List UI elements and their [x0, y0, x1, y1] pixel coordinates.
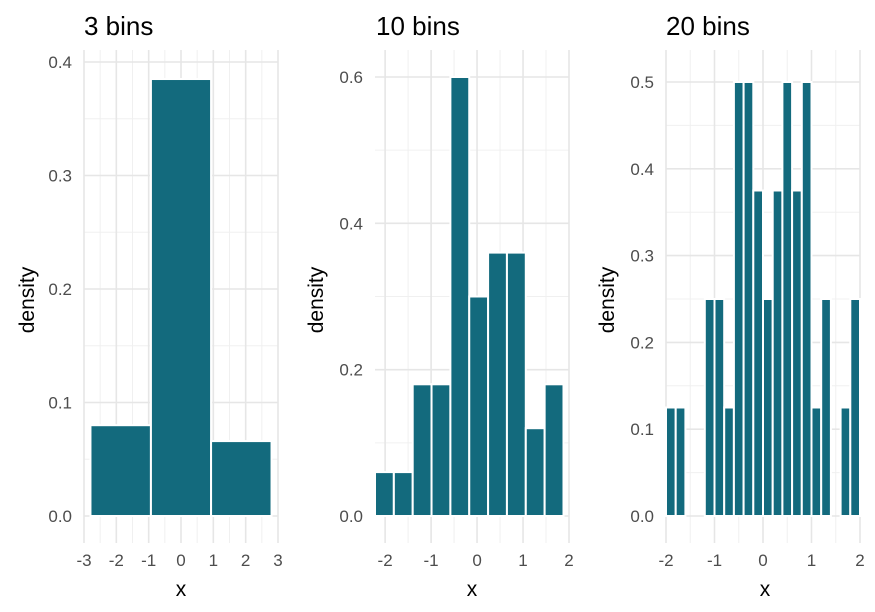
y-tick-label: 0.2: [339, 361, 363, 380]
y-axis-label: density: [16, 266, 39, 333]
y-tick-label: 0.1: [48, 394, 72, 413]
histogram-bar: [449, 76, 471, 517]
histogram-bar: [487, 251, 508, 517]
y-tick-label: 0.3: [630, 247, 654, 266]
histogram-bar: [665, 406, 677, 517]
x-axis-label: x: [176, 578, 187, 601]
histogram-bar: [430, 383, 452, 517]
bars: [89, 78, 273, 518]
x-tick-label: -1: [707, 551, 722, 570]
histogram-bar: [771, 189, 784, 517]
histogram-bar: [849, 298, 861, 517]
y-tick-label: 0.2: [48, 280, 72, 299]
y-tick-label: 0.2: [630, 333, 654, 352]
x-axis-label: x: [760, 578, 771, 601]
histogram-bar: [781, 81, 794, 517]
histogram-bar: [703, 298, 716, 517]
panel-title: 20 bins: [666, 11, 750, 41]
x-tick-label: 0: [176, 551, 185, 570]
x-axis-label: x: [467, 578, 478, 601]
x-tick-label: 2: [241, 551, 250, 570]
y-tick-label: 0.0: [48, 507, 72, 526]
y-tick-label: 0.1: [630, 420, 654, 439]
histogram-bar: [839, 406, 852, 517]
x-tick-label: 0: [472, 551, 481, 570]
bars: [665, 81, 861, 517]
panel-20-bins: 20 bins density x -2 -1 0 1 2 0.0 0.1 0.2 0.3 0.4…: [596, 11, 865, 601]
y-tick-label: 0.0: [339, 507, 363, 526]
histogram-bar: [723, 406, 735, 517]
bars: [374, 76, 565, 518]
histogram-bar: [791, 189, 803, 517]
x-tick-label: -2: [109, 551, 124, 570]
x-tick-label: -1: [424, 551, 439, 570]
histogram-bar: [468, 295, 490, 517]
x-tick-label: 0: [758, 551, 767, 570]
x-tick-label: 1: [518, 551, 527, 570]
y-axis-label: density: [305, 266, 328, 333]
histogram-bar: [524, 427, 546, 518]
panel-10-bins: 10 bins density x -2 -1 0 1 2 0.0 0.2 0.4 0.6: [305, 11, 574, 601]
histogram-bar: [713, 298, 726, 517]
histogram-bar: [149, 78, 213, 518]
panel-title: 3 bins: [84, 11, 153, 41]
x-tick-label: -1: [141, 551, 156, 570]
y-tick-label: 0.3: [48, 167, 72, 186]
x-tick-label: -2: [378, 551, 393, 570]
y-tick-label: 0.4: [630, 160, 654, 179]
histogram-bar: [543, 383, 565, 517]
histogram-bar: [89, 424, 152, 518]
histogram-bar: [762, 298, 774, 517]
histogram-bar: [674, 406, 687, 517]
histogram-bar: [742, 81, 755, 517]
x-tick-label: -3: [76, 551, 91, 570]
x-tick-label: 1: [209, 551, 218, 570]
histogram-bar: [800, 81, 813, 517]
histogram-bar: [505, 251, 527, 517]
y-tick-label: 0.4: [339, 214, 363, 233]
y-tick-label: 0.4: [48, 53, 72, 72]
x-tick-label: 2: [855, 551, 864, 570]
y-tick-label: 0.5: [630, 73, 654, 92]
y-tick-label: 0.6: [339, 68, 363, 87]
x-tick-label: 3: [273, 551, 282, 570]
histogram-bar: [810, 406, 823, 517]
y-axis-label: density: [596, 266, 619, 333]
histogram-bar: [752, 189, 764, 517]
x-tick-label: 1: [807, 551, 816, 570]
histogram-bar: [820, 298, 832, 517]
panel-title: 10 bins: [376, 11, 460, 41]
histogram-bar: [374, 471, 395, 518]
histogram-bar: [210, 440, 273, 517]
x-tick-label: -2: [658, 551, 673, 570]
histogram-bar: [392, 471, 414, 518]
y-tick-label: 0.0: [630, 507, 654, 526]
x-tick-label: 2: [564, 551, 573, 570]
histogram-bar: [732, 81, 745, 517]
histogram-bar: [411, 383, 433, 517]
panel-3-bins: 3 bins density x -3 -2 -1 0 1 2 3 0.0 0.1 0.2 0.3 0…: [16, 11, 283, 601]
